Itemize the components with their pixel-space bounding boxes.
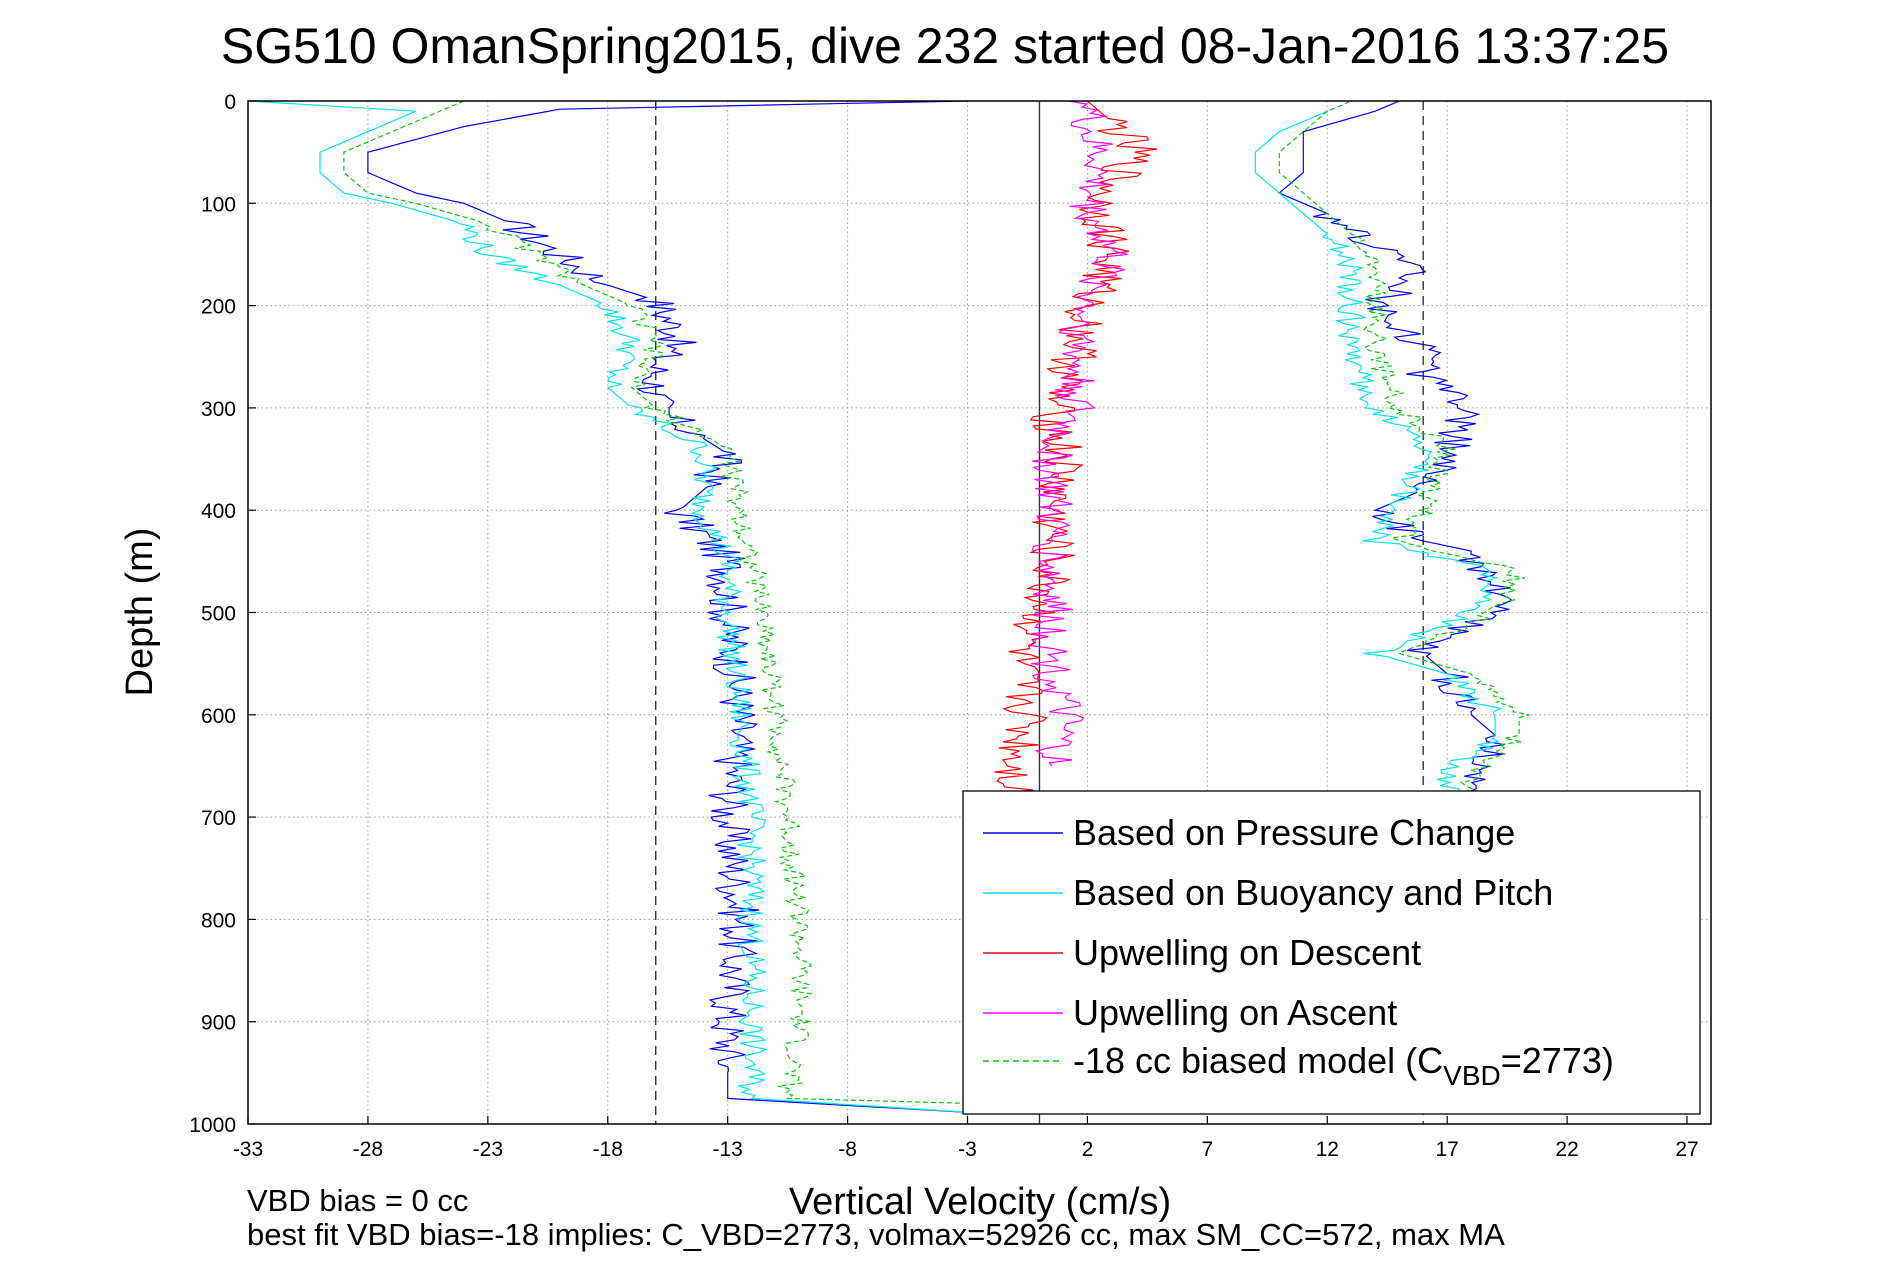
x-tick-label: -18 [593, 1138, 623, 1161]
y-tick-label: 600 [201, 705, 236, 728]
x-tick-label: 27 [1675, 1138, 1698, 1161]
series-line [1029, 100, 1128, 767]
series-line [367, 100, 992, 1115]
x-tick-label: -8 [838, 1138, 857, 1161]
legend-label-text: Based on Pressure Change [1073, 812, 1515, 853]
series-line [247, 100, 992, 1115]
x-tick-label: 22 [1555, 1138, 1578, 1161]
y-tick-label: 1000 [189, 1114, 236, 1137]
x-tick-label: -13 [712, 1138, 742, 1161]
x-axis-label: Vertical Velocity (cm/s) [789, 1181, 1171, 1223]
y-tick-label: 0 [224, 91, 236, 114]
y-tick-label: 700 [201, 807, 236, 830]
y-tick-label: 800 [201, 909, 236, 932]
x-tick-label: -33 [233, 1138, 263, 1161]
y-tick-label: 100 [201, 193, 236, 216]
footer-line-2: best fit VBD bias=-18 implies: C_VBD=277… [247, 1217, 1505, 1252]
y-tick-label: 400 [201, 500, 236, 523]
legend-label: Upwelling on Descent [1073, 932, 1421, 973]
legend-label-subscript: VBD [1443, 1060, 1501, 1091]
legend-label: Based on Pressure Change [1073, 812, 1515, 853]
legend-label-text: Upwelling on Descent [1073, 932, 1421, 973]
y-axis-ticks: 0 100 200 300 400 500 600 700 800 900 1000 [189, 91, 256, 1137]
legend-label-text: Upwelling on Ascent [1073, 992, 1397, 1033]
x-tick-label: 2 [1082, 1138, 1094, 1161]
x-tick-label: 12 [1316, 1138, 1339, 1161]
legend-label-text: Based on Buoyancy and Pitch [1073, 872, 1553, 913]
legend-label-suffix: =2773) [1501, 1040, 1614, 1081]
y-tick-label: 500 [201, 603, 236, 626]
legend-label-text: -18 cc biased model (C [1073, 1040, 1443, 1081]
y-tick-label: 900 [201, 1012, 236, 1035]
legend-label: Upwelling on Ascent [1073, 992, 1397, 1033]
y-tick-label: 300 [201, 398, 236, 421]
footer-line-1: VBD bias = 0 cc [247, 1183, 468, 1218]
y-axis-label: Depth (m) [119, 528, 161, 697]
x-tick-label: 7 [1202, 1138, 1214, 1161]
x-axis-ticks: -33 -28 -23 -18 -13 -8 -3 2 7 12 17 22 27 [233, 1116, 1699, 1161]
x-tick-label: -3 [958, 1138, 977, 1161]
chart-title: SG510 OmanSpring2015, dive 232 started 0… [221, 18, 1669, 74]
y-tick-label: 200 [201, 296, 236, 319]
legend-label: Based on Buoyancy and Pitch [1073, 872, 1553, 913]
x-tick-label: -23 [473, 1138, 503, 1161]
series-line [343, 100, 1352, 1115]
x-tick-label: 17 [1436, 1138, 1459, 1161]
legend-box [962, 790, 1701, 1115]
x-tick-label: -28 [353, 1138, 383, 1161]
chart-legend: Based on Pressure Change Based on Buoyanc… [962, 790, 1701, 1115]
legend-label: -18 cc biased model (CVBD=2773) [1073, 1040, 1614, 1091]
